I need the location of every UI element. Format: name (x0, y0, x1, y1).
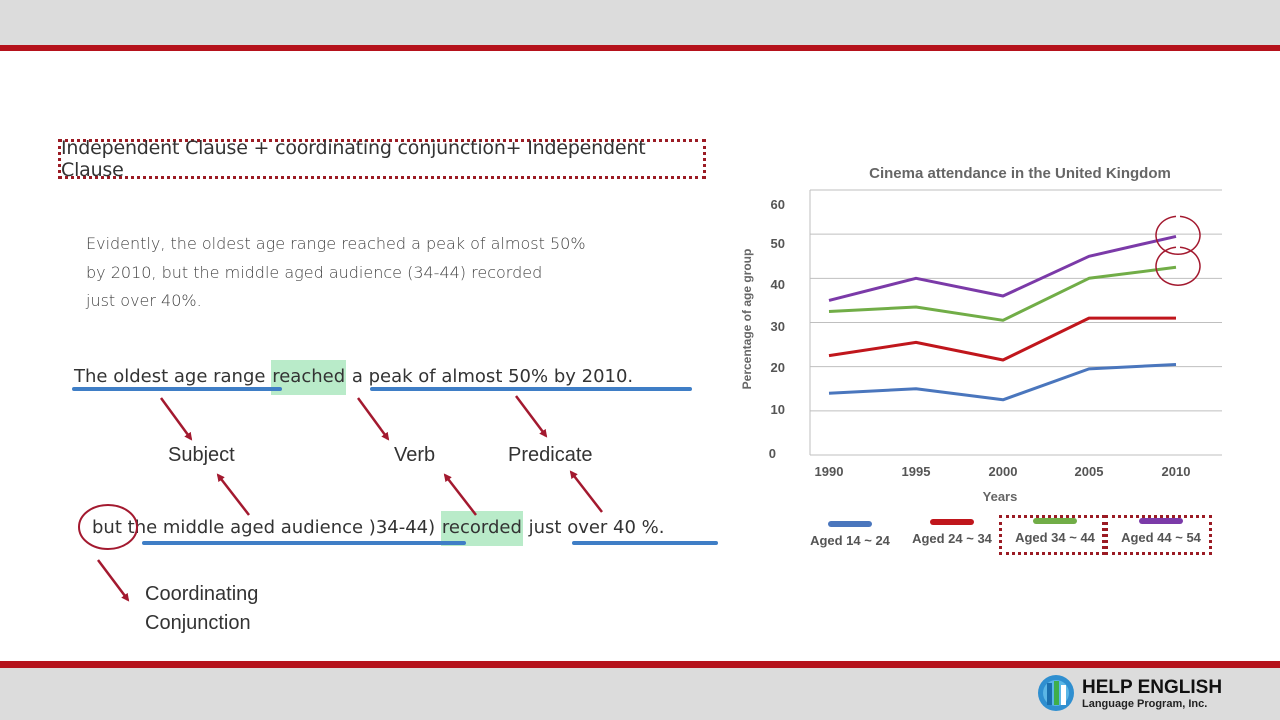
arrow-from-verb-2 (443, 473, 477, 516)
legend-swatch (930, 519, 974, 525)
legend-label: Aged 34 ~ 44 (1015, 530, 1095, 545)
legend-item-aged-44-54: Aged 44 ~ 54 (1111, 518, 1211, 545)
logo: HELP ENGLISH Language Program, Inc. (1036, 673, 1226, 717)
legend-item-aged-34-44: Aged 34 ~ 44 (1005, 518, 1105, 545)
y-tick-label: 10 (770, 402, 785, 417)
y-tick-label: 0 (768, 446, 776, 461)
y-tick-label: 50 (770, 236, 785, 251)
y-tick-label: 40 (770, 277, 785, 292)
predicate-label: Predicate (508, 444, 593, 466)
example-line-1: Evidently, the oldest age range reached … (86, 234, 586, 253)
conjunction-label: Coordinating Conjunction (145, 580, 258, 638)
verb-label: Verb (394, 444, 436, 466)
sentence-2: but the middle aged audience )34-44) rec… (92, 511, 665, 546)
conjunction-label-line-1: Coordinating (145, 583, 259, 605)
legend-item-aged-24-34: Aged 24 ~ 34 (902, 519, 1002, 546)
x-tick-label: 1995 (901, 464, 931, 479)
logo-name: HELP ENGLISH (1082, 677, 1223, 698)
legend-swatch (828, 521, 872, 527)
highlight-circle (1155, 215, 1201, 255)
legend-item-aged-14-24: Aged 14 ~ 24 (800, 521, 900, 548)
sentence-2-predicate: just over 40 %. (528, 517, 665, 538)
legend-swatch (1033, 518, 1077, 524)
series-line-1 (828, 316, 1176, 362)
x-tick-label: 2010 (1161, 464, 1191, 479)
conjunction-label-line-2: Conjunction (145, 612, 251, 634)
sentence-2-subject: the middle aged audience )34-44) (127, 517, 436, 538)
sentence-1-predicate: a peak of almost 50% by 2010. (351, 366, 634, 387)
series-line-2 (828, 265, 1177, 322)
sentence-1-verb: reached (271, 360, 347, 395)
sentence-1-subject: The oldest age range (74, 366, 266, 387)
formula-text: Independent Clause + coordinating conjun… (61, 137, 646, 181)
legend-label: Aged 14 ~ 24 (810, 533, 890, 548)
y-tick-label: 30 (770, 319, 785, 334)
formula-box: Independent Clause + coordinating conjun… (58, 137, 706, 181)
arrow-to-conjunction-label (97, 559, 130, 602)
x-axis-title: Years (982, 489, 1018, 504)
top-rule (0, 45, 1280, 51)
series-line-3 (828, 234, 1177, 302)
legend-swatch (1139, 518, 1183, 524)
logo-mark-icon (1038, 675, 1074, 711)
arrow-to-predicate (515, 395, 548, 438)
sentence-2-verb: recorded (440, 511, 523, 546)
example-line-2: by 2010, but the middle aged audience (3… (86, 262, 543, 282)
x-tick-label: 1990 (814, 464, 844, 479)
logo-subtitle: Language Program, Inc. (1082, 698, 1208, 710)
legend-highlight-box (1105, 515, 1212, 555)
top-band (0, 0, 1280, 45)
legend-label: Aged 44 ~ 54 (1121, 530, 1201, 545)
example-line-3: just over 40%. (86, 291, 202, 310)
series-line-0 (828, 363, 1177, 402)
y-tick-label: 60 (770, 197, 785, 212)
x-tick-label: 2005 (1074, 464, 1104, 479)
example-paragraph: Evidently, the oldest age range reached … (86, 230, 686, 316)
legend-highlight-box (999, 515, 1105, 555)
bottom-rule (0, 661, 1280, 668)
legend-label: Aged 24 ~ 34 (912, 531, 992, 546)
arrow-from-subject-2 (216, 473, 250, 516)
arrow-to-subject (159, 397, 193, 441)
chart-title: Cinema attendance in the United Kingdom (869, 165, 1171, 182)
conjunction-circle (78, 504, 138, 550)
sentence-2-conjunction: but (92, 517, 122, 538)
x-tick-label: 2000 (988, 464, 1018, 479)
y-tick-label: 20 (770, 360, 785, 375)
highlight-circle (1155, 246, 1201, 286)
sentence-1: The oldest age range reached a peak of a… (74, 360, 634, 395)
subject-label: Subject (168, 444, 235, 466)
arrow-to-verb (356, 397, 390, 441)
arrow-from-predicate-2 (569, 470, 603, 513)
